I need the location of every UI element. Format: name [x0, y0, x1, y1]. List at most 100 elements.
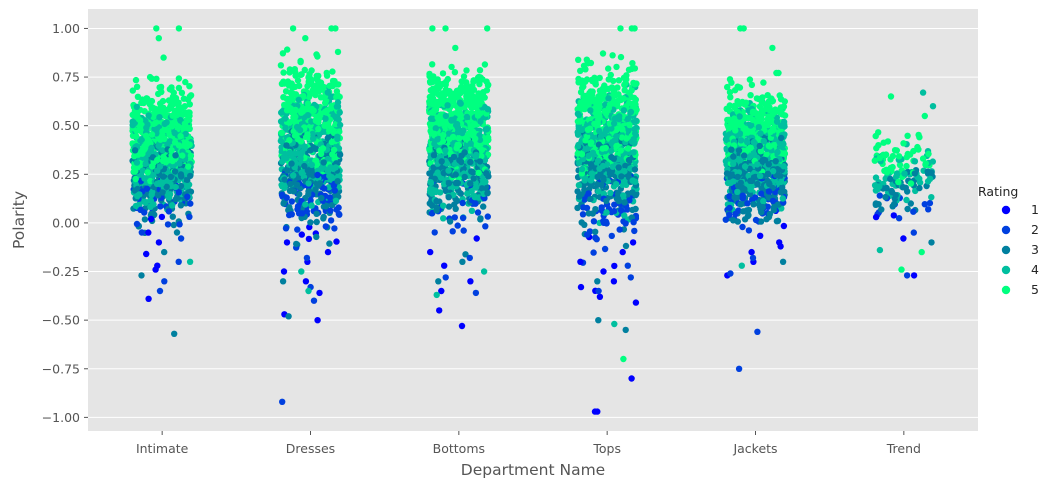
strip-point [139, 150, 146, 157]
data-point [314, 317, 321, 324]
strip-point [318, 194, 325, 202]
data-point [872, 200, 880, 207]
strip-point [168, 123, 176, 130]
strip-point [773, 118, 781, 125]
strip-point [469, 128, 477, 135]
strip-point [904, 205, 911, 213]
strip-point [737, 137, 745, 144]
data-point [283, 239, 291, 246]
strip-point [280, 94, 287, 101]
strip-point [153, 75, 160, 83]
strip-point [584, 231, 591, 238]
strip-point [769, 168, 777, 175]
strip-point [165, 127, 172, 134]
strip-point [577, 99, 584, 106]
strip-point [294, 203, 302, 210]
strip-point [170, 221, 177, 229]
strip-point [769, 197, 777, 205]
strip-point [175, 142, 183, 149]
strip-point [431, 140, 438, 148]
strip-point [445, 180, 453, 187]
data-point [627, 274, 634, 281]
data-point [480, 268, 488, 275]
strip-point [429, 78, 437, 86]
strip-point [615, 97, 622, 104]
strip-point [625, 99, 633, 107]
strip-point [631, 81, 639, 88]
strip-point [585, 190, 592, 197]
strip-point [307, 197, 314, 204]
data-point [473, 235, 480, 242]
strip-point [448, 117, 455, 124]
strip-point [779, 184, 786, 191]
data-point [160, 54, 167, 61]
strip-point [626, 197, 633, 204]
y-tick-label: 1.00 [52, 21, 80, 36]
strip-point [165, 157, 172, 164]
strip-point [770, 207, 777, 214]
data-point [876, 246, 884, 254]
strip-point [281, 101, 288, 109]
strip-point [187, 152, 195, 159]
strip-point [298, 231, 305, 238]
strip-point [304, 167, 312, 174]
y-tick-label: −0.50 [42, 313, 80, 328]
data-point [622, 326, 629, 334]
legend-marker [1001, 285, 1011, 295]
strip-point [172, 195, 180, 203]
strip-point [467, 158, 474, 166]
strip-point [596, 165, 603, 172]
strip-point [336, 109, 343, 116]
strip-point [621, 87, 628, 94]
strip-point [305, 235, 313, 243]
data-point [442, 25, 449, 32]
data-point [147, 215, 155, 223]
x-axis-ticks: Intimate Dresses Bottoms Tops Jackets Trend [136, 431, 921, 456]
y-axis-label: Polarity [10, 191, 28, 249]
data-point [436, 307, 443, 314]
data-point [769, 44, 776, 52]
strip-point [883, 169, 891, 176]
strip-point [453, 121, 460, 129]
strip-point [756, 172, 764, 180]
data-point [591, 408, 599, 415]
strip-point [452, 205, 459, 212]
strip-point [873, 145, 880, 152]
strip-point [136, 117, 144, 124]
data-point [754, 328, 761, 335]
strip-point [431, 130, 438, 137]
data-point [145, 229, 152, 236]
strip-point [483, 87, 491, 94]
data-point [285, 313, 292, 320]
strip-point [457, 190, 464, 197]
strip-point [911, 158, 919, 165]
strip-point [611, 201, 618, 208]
strip-point [278, 129, 285, 137]
strip-point [630, 94, 638, 102]
strip-point [426, 73, 433, 80]
strip-point [779, 195, 786, 202]
strip-point [481, 94, 488, 101]
strip-point [474, 74, 482, 81]
strip-point [282, 225, 290, 232]
strip-point [625, 145, 632, 152]
strip-point [178, 104, 185, 112]
strip-point [752, 216, 760, 224]
legend-label: 4 [1031, 262, 1039, 277]
strip-point [319, 145, 327, 152]
strip-point [332, 197, 340, 204]
strip-point [296, 126, 304, 134]
strip-point [722, 216, 729, 223]
y-tick-label: −0.75 [42, 361, 80, 376]
strip-point [615, 116, 623, 123]
strip-point [308, 161, 315, 169]
strip-point [766, 119, 773, 126]
data-point [740, 25, 747, 32]
strip-point [438, 158, 445, 165]
strip-point [622, 242, 630, 250]
data-point [171, 330, 178, 337]
strip-point [614, 190, 622, 197]
strip-point [305, 188, 312, 195]
legend-label: 5 [1031, 282, 1039, 297]
